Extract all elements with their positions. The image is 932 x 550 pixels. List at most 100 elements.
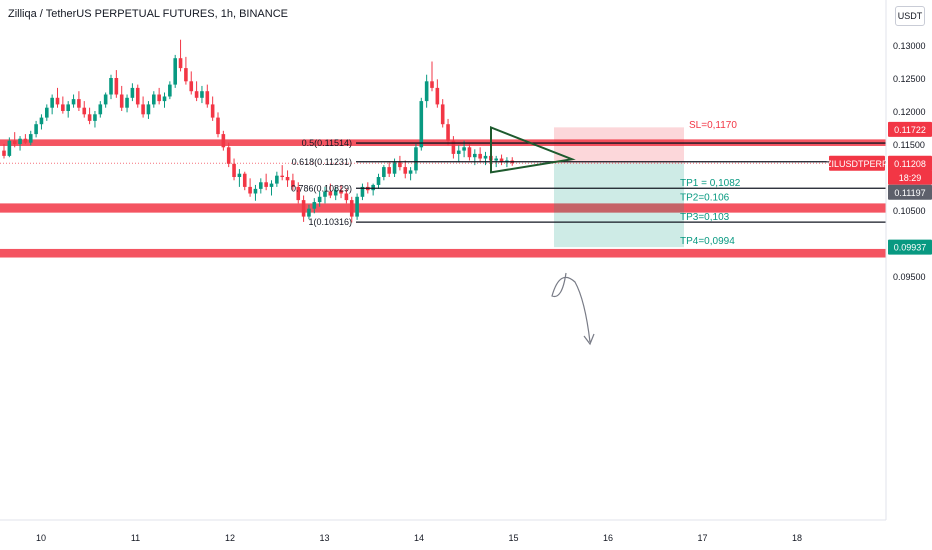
candle-body <box>499 158 504 163</box>
candle-body <box>269 183 274 187</box>
stop-loss-area[interactable] <box>554 127 684 164</box>
symbol-tag: ZILUSDTPERP <box>826 159 888 169</box>
candle-body <box>323 191 327 197</box>
take-profit-area[interactable] <box>554 163 684 248</box>
currency-button[interactable]: USDT <box>895 6 925 26</box>
trade-level-label: TP1 = 0,1082 <box>680 178 741 189</box>
target-price-tag-bg <box>888 239 932 255</box>
candle-body <box>408 170 413 174</box>
time-axis[interactable]: 10 11 12 13 14 15 16 17 18 <box>0 519 886 543</box>
candle-body <box>210 104 215 118</box>
candle-body <box>194 91 199 98</box>
candle-body <box>301 200 306 217</box>
price-tick-label: 0.09500 <box>893 272 926 282</box>
candle-body <box>440 104 445 125</box>
candle-body <box>403 167 408 174</box>
candle-body <box>419 101 424 148</box>
stop-price-tag-bg <box>888 121 932 137</box>
fib-level-label: 0.618(0.11231) <box>292 157 352 167</box>
level-labels: 0.5(0.11514) 0.618(0.11231) 0.786(0.10829)… <box>291 120 741 247</box>
candle-body <box>462 147 466 151</box>
short-position-tool[interactable] <box>554 127 684 248</box>
time-tick-label: 16 <box>603 533 613 543</box>
candle-body <box>66 104 70 111</box>
candle-body <box>93 114 97 121</box>
candle-body <box>237 173 242 177</box>
candle-body <box>135 87 140 105</box>
candle-body <box>371 184 375 191</box>
candle-body <box>382 167 386 177</box>
candle-body <box>7 140 12 156</box>
candle-body <box>494 158 498 161</box>
time-tick-label: 12 <box>225 533 235 543</box>
candle-body <box>28 134 33 143</box>
candle-body <box>478 153 482 159</box>
candle-body <box>34 124 38 135</box>
candle-body <box>168 84 172 97</box>
candle-body <box>414 147 418 171</box>
candle-body <box>125 97 129 108</box>
candle-body <box>189 81 194 92</box>
candle-body <box>18 138 22 144</box>
symmetrical-triangle[interactable] <box>490 126 576 174</box>
candle-body <box>259 182 263 189</box>
candle-body <box>467 147 472 158</box>
candle-body <box>2 150 6 156</box>
time-tick-label: 14 <box>414 533 424 543</box>
price-tick-label: 0.13000 <box>893 41 926 51</box>
candle-body <box>200 91 204 98</box>
candle-body <box>98 104 103 115</box>
candle-body <box>146 104 151 115</box>
candle-body <box>398 162 402 168</box>
candle-body <box>355 196 359 217</box>
candle-body <box>280 175 284 177</box>
candle-body <box>483 155 488 159</box>
candle-body <box>77 99 81 108</box>
candle-body <box>392 162 397 174</box>
candle-body <box>232 163 236 177</box>
candle-body <box>221 134 226 148</box>
price-axis[interactable]: 0.13000 0.12500 0.12000 0.11500 0.10500 0.095… <box>826 0 932 520</box>
zone-band[interactable] <box>0 248 886 258</box>
candle-body <box>71 99 76 105</box>
horizontal-levels[interactable] <box>0 142 886 223</box>
trade-level-label: SL=0,1170 <box>689 120 737 131</box>
candle-body <box>456 150 461 154</box>
candle-body <box>61 104 65 111</box>
trade-level-label: TP4=0,0994 <box>680 236 735 247</box>
candle-body <box>435 87 440 105</box>
trade-level-label: TP2=0.106 <box>680 192 730 203</box>
candle-body <box>291 180 295 187</box>
triangle-pattern[interactable] <box>490 126 595 346</box>
candle-body <box>45 107 49 118</box>
candle-body <box>205 91 210 105</box>
projection-path[interactable] <box>551 272 591 343</box>
candle-body <box>473 153 477 158</box>
candle-body <box>55 97 60 105</box>
projection-arrowhead <box>583 333 595 346</box>
candle-body <box>451 140 456 154</box>
candle-body <box>130 87 135 98</box>
price-tick-label: 0.11500 <box>893 140 925 150</box>
candle-body <box>157 94 161 102</box>
candle-body <box>285 177 290 181</box>
candle-body <box>39 117 44 125</box>
candle-body <box>103 94 108 105</box>
zone-band[interactable] <box>0 203 886 213</box>
price-tick-label: 0.12000 <box>893 107 926 117</box>
countdown-tag: 18:29 <box>899 173 922 183</box>
candle-body <box>317 196 322 203</box>
candle-body <box>87 114 92 121</box>
candle-body <box>178 58 183 69</box>
candle-body <box>424 81 429 102</box>
candle-body <box>307 208 311 217</box>
candle-body <box>349 200 354 217</box>
candle-body <box>344 193 349 201</box>
candle-body <box>430 81 434 88</box>
target-price-tag: 0.09937 <box>894 243 927 253</box>
time-tick-label: 15 <box>508 533 518 543</box>
candle-body <box>216 117 220 135</box>
candle-body <box>12 140 17 144</box>
